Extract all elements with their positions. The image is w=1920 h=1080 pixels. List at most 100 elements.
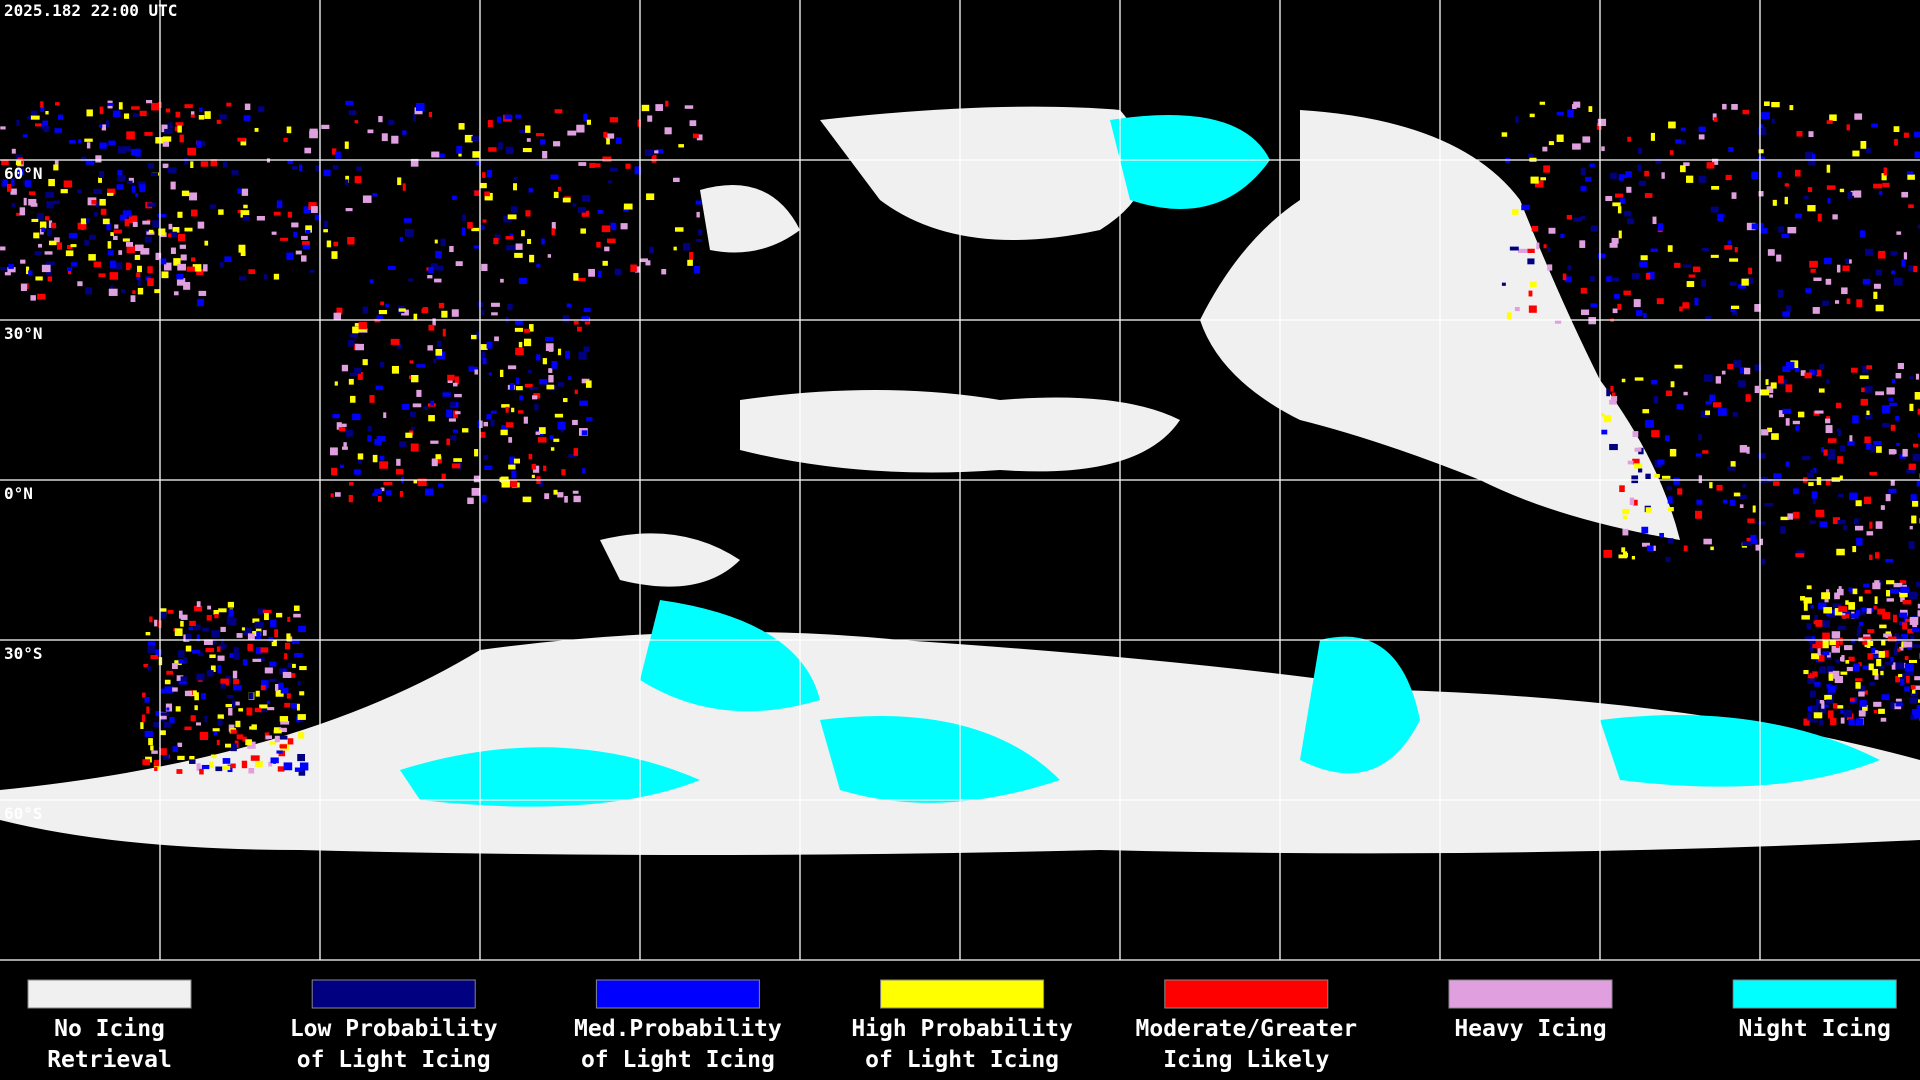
icing-pixel	[48, 240, 57, 246]
icing-pixel	[581, 195, 591, 202]
icing-pixel	[1662, 475, 1671, 479]
icing-pixel	[1682, 302, 1690, 309]
icing-pixel	[1667, 538, 1674, 544]
icing-pixel	[1794, 213, 1802, 219]
icing-pixel	[229, 653, 237, 658]
icing-pixel	[275, 684, 279, 691]
icing-pixel	[172, 687, 178, 692]
icing-pixel	[1848, 656, 1855, 662]
legend-label: High Probability	[851, 1016, 1073, 1042]
icing-pixel	[282, 671, 292, 678]
icing-pixel	[1866, 410, 1870, 415]
icing-pixel	[1677, 488, 1683, 495]
icing-pixel	[1819, 700, 1824, 704]
icing-pixel	[1912, 500, 1919, 507]
icing-pixel	[1702, 450, 1709, 454]
icing-pixel	[607, 238, 616, 244]
icing-pixel	[408, 278, 414, 282]
icing-pixel	[357, 459, 362, 464]
icing-pixel	[471, 136, 481, 142]
icing-pixel	[1916, 480, 1920, 487]
icing-pixel	[1668, 121, 1676, 129]
icing-pixel	[1701, 279, 1707, 287]
icing-pixel	[71, 262, 78, 267]
icing-pixel	[155, 711, 164, 717]
icing-pixel	[280, 720, 290, 725]
icing-pixel	[1698, 475, 1702, 484]
icing-pixel	[1645, 420, 1655, 428]
icing-pixel	[332, 413, 340, 419]
icing-pixel	[1918, 433, 1920, 438]
icing-pixel	[1807, 674, 1814, 679]
icing-pixel	[553, 438, 560, 442]
icing-pixel	[1601, 413, 1605, 417]
icing-pixel	[581, 430, 588, 436]
icing-pixel	[323, 229, 328, 233]
icing-pixel	[68, 232, 78, 239]
icing-pixel	[44, 216, 50, 221]
icing-pixel	[1717, 408, 1727, 416]
icing-pixel	[399, 490, 404, 497]
icing-pixel	[1645, 473, 1651, 480]
icing-pixel	[494, 234, 501, 240]
icing-pixel	[1862, 636, 1872, 641]
icing-pixel	[1803, 603, 1808, 611]
icing-pixel	[1638, 468, 1643, 473]
icing-pixel	[1754, 385, 1760, 394]
icing-pixel	[1864, 386, 1873, 393]
icing-pixel	[1626, 218, 1635, 225]
icing-pixel	[1866, 531, 1874, 536]
icing-pixel	[173, 258, 181, 266]
icing-pixel	[518, 341, 523, 348]
icing-pixel	[269, 678, 277, 682]
icing-pixel	[1854, 525, 1864, 531]
icing-pixel	[1874, 596, 1878, 604]
icing-pixel	[20, 259, 26, 264]
icing-pixel	[257, 106, 265, 113]
icing-pixel	[583, 113, 588, 122]
icing-pixel	[1819, 521, 1828, 528]
icing-pixel	[123, 113, 130, 119]
icing-pixel	[1825, 278, 1832, 285]
icing-pixel	[1819, 666, 1826, 674]
icing-pixel	[207, 605, 212, 610]
icing-pixel	[254, 707, 262, 713]
icing-pixel	[326, 240, 332, 248]
icing-pixel	[1564, 276, 1572, 283]
icing-pixel	[1666, 486, 1672, 491]
icing-pixel	[1895, 703, 1903, 707]
icing-pixel	[413, 479, 418, 484]
icing-pixel	[1917, 610, 1920, 617]
icing-pixel	[484, 191, 490, 197]
icing-pixel	[1674, 262, 1681, 268]
icing-pixel	[1683, 545, 1688, 552]
legend-label: Night Icing	[1739, 1016, 1891, 1042]
icing-pixel	[1606, 276, 1613, 282]
icing-pixel	[131, 106, 140, 110]
icing-pixel	[187, 147, 197, 156]
icing-pixel	[1900, 678, 1905, 686]
icing-pixel	[177, 211, 183, 218]
icing-pixel	[1832, 517, 1841, 524]
icing-pixel	[217, 714, 224, 719]
icing-pixel	[695, 238, 703, 243]
icing-pixel	[1521, 204, 1530, 211]
icing-pixel	[550, 174, 559, 180]
icing-pixel	[305, 225, 312, 233]
icing-pixel	[219, 114, 227, 120]
icing-pixel	[1734, 247, 1738, 253]
icing-pixel	[1888, 449, 1896, 455]
icing-pixel	[194, 624, 201, 631]
icing-pixel	[665, 100, 669, 107]
latitude-label: 60°S	[4, 804, 43, 823]
icing-pixel	[1837, 625, 1847, 631]
icing-pixel	[1777, 171, 1782, 178]
icing-pixel	[362, 306, 369, 314]
icing-pixel	[11, 178, 15, 187]
icing-pixel	[108, 288, 118, 296]
icing-pixel	[562, 197, 571, 203]
icing-pixel	[1698, 175, 1707, 183]
icing-pixel	[1846, 124, 1850, 131]
icing-pixel	[1730, 461, 1736, 468]
icing-pixel	[67, 245, 73, 250]
